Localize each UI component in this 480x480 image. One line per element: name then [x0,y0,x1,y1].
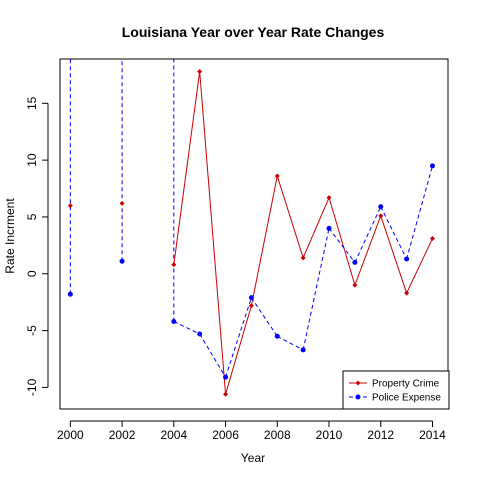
x-tick-label: 2006 [212,428,239,442]
x-tick-label: 2004 [160,428,187,442]
property-crime-point [429,236,435,242]
police-expense-point [300,347,306,353]
property-crime-point [352,282,358,288]
y-tick-label: -5 [25,325,39,336]
x-tick-label: 2010 [316,428,343,442]
police-expense-point [119,258,125,264]
property-crime-point [67,203,73,209]
police-expense-point [248,295,254,301]
property-crime-point [404,290,410,296]
police-expense-line-segment [406,165,433,260]
property-crime-line-segment [225,305,252,395]
property-crime-point [171,262,177,268]
police-expense-point [197,331,203,337]
y-tick-label: 10 [25,153,39,167]
property-crime-line-segment [173,71,201,265]
legend-property-crime-label: Property Crime [372,379,440,390]
property-crime-point [197,69,203,74]
police-expense-point [223,374,229,380]
police-expense-line-segment [328,228,356,263]
police-expense-point [404,256,410,262]
y-tick-label: 5 [25,213,39,220]
property-crime-line-segment [276,175,304,259]
legend-police-expense-marker [355,394,361,400]
police-expense-point [274,333,280,339]
chart-title: Louisiana Year over Year Rate Changes [122,24,385,40]
x-tick-label: 2008 [264,428,291,442]
legend-property-crime-marker [355,380,361,386]
legend-police-expense-label: Police Expense [372,393,441,404]
police-expense-line-segment [199,333,226,378]
legend-box [342,370,450,410]
police-expense-point [67,291,73,297]
police-expense-point [352,259,358,265]
y-tick-label: -10 [25,378,39,396]
x-tick-label: 2002 [109,428,136,442]
x-tick-label: 2000 [57,428,84,442]
property-crime-line-segment [380,215,408,294]
police-expense-point [171,319,177,324]
property-crime-line-segment [302,197,330,259]
x-tick-label: 2014 [419,428,446,442]
police-expense-line-segment [250,297,278,337]
police-expense-point [429,163,435,169]
police-expense-line-segment [380,206,408,260]
property-crime-point [274,173,280,179]
property-crime-point [326,195,332,201]
property-crime-point [119,200,125,206]
police-expense-line-segment [277,335,304,351]
property-crime-line-segment [354,215,382,286]
y-tick-label: 15 [25,96,39,110]
property-crime-point [378,213,384,219]
plot-frame [59,58,449,410]
police-expense-line-segment [173,321,200,335]
x-tick-label: 2012 [367,428,394,442]
property-crime-line-segment [328,197,356,286]
y-tick-label: 0 [25,270,39,277]
property-crime-line-segment [250,175,278,306]
police-expense-point [326,225,332,231]
plot-series [67,59,435,397]
police-expense-point [378,204,384,210]
legend: Property Crime Police Expense [342,370,450,410]
x-axis-label: Year [241,451,265,465]
property-crime-point [223,391,229,397]
y-axis-label: Rate Incrment [3,198,17,274]
property-crime-point [300,255,306,261]
property-crime-line-segment [406,238,433,294]
property-crime-line-segment [199,71,227,395]
property-crime-point [248,303,254,309]
axes: 2000 2002 2004 2006 2008 2010 2012 2014 -10 -5 0 5 1… [25,58,449,442]
police-expense-line-segment [354,206,382,263]
